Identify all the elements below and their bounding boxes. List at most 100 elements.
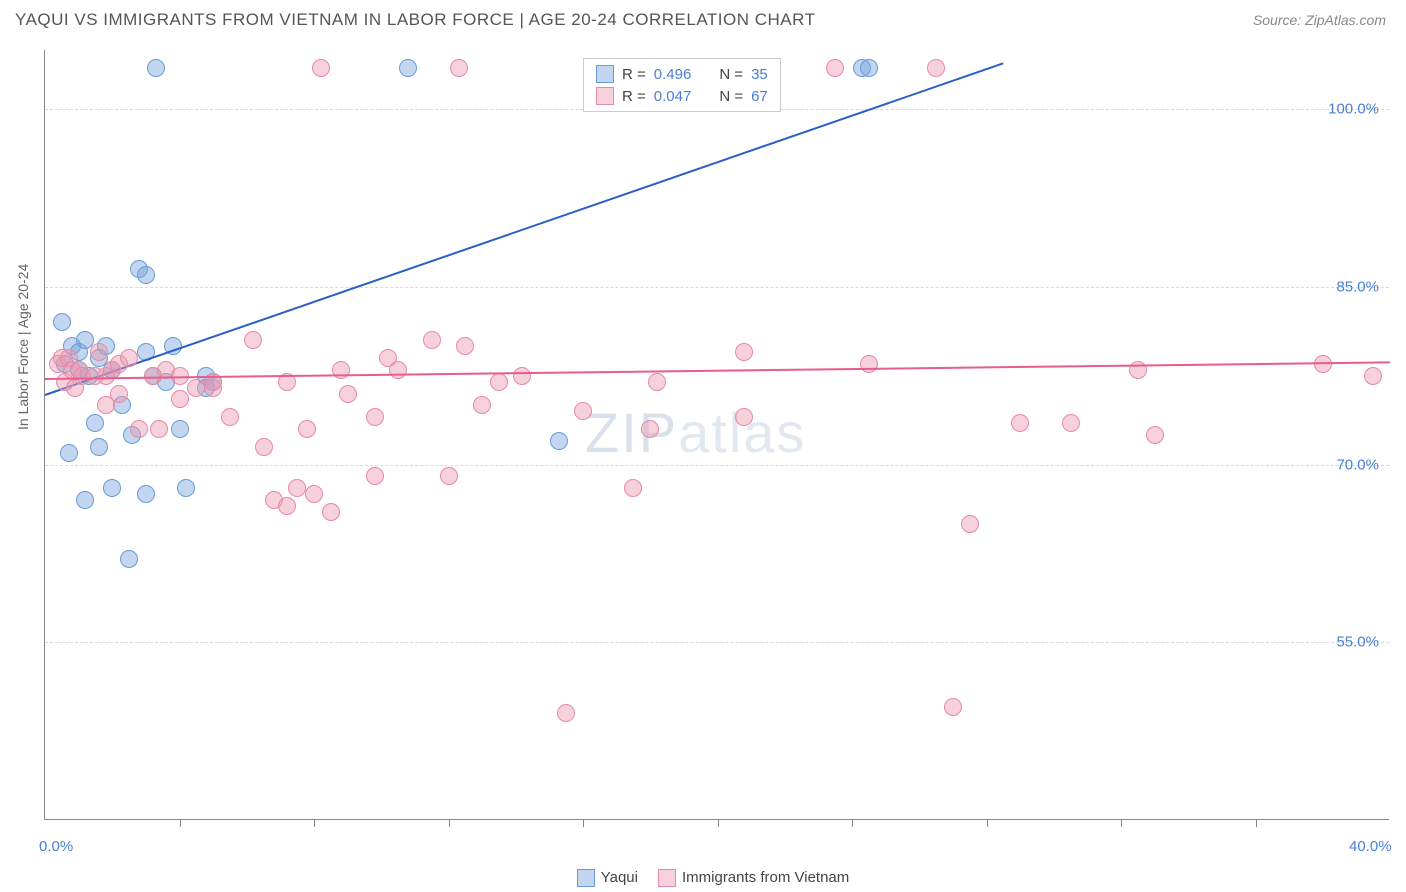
scatter-point (147, 59, 165, 77)
scatter-point (305, 485, 323, 503)
legend-swatch (596, 87, 614, 105)
scatter-point (177, 479, 195, 497)
y-tick-label: 85.0% (1336, 278, 1379, 295)
scatter-point (90, 343, 108, 361)
scatter-point (322, 503, 340, 521)
legend-swatch (658, 869, 676, 887)
scatter-point (150, 420, 168, 438)
watermark-bold: ZIP (585, 401, 678, 464)
n-value: 67 (751, 88, 768, 105)
scatter-point (927, 59, 945, 77)
x-tick (987, 819, 988, 827)
scatter-point (1364, 367, 1382, 385)
scatter-point (513, 367, 531, 385)
trend-line (45, 62, 1004, 396)
scatter-point (557, 704, 575, 722)
scatter-point (298, 420, 316, 438)
scatter-point (137, 485, 155, 503)
scatter-point (440, 467, 458, 485)
scatter-point (60, 444, 78, 462)
x-tick (314, 819, 315, 827)
scatter-point (450, 59, 468, 77)
scatter-point (456, 337, 474, 355)
scatter-point (278, 497, 296, 515)
legend-row: R = 0.047 N = 67 (596, 85, 768, 107)
x-tick (449, 819, 450, 827)
legend-row: R = 0.496 N = 35 (596, 63, 768, 85)
n-label: N = (719, 66, 743, 83)
scatter-point (366, 467, 384, 485)
scatter-point (53, 313, 71, 331)
r-value: 0.496 (654, 66, 692, 83)
r-label: R = (622, 66, 646, 83)
scatter-point (961, 515, 979, 533)
scatter-point (944, 698, 962, 716)
scatter-point (110, 385, 128, 403)
scatter-point (1146, 426, 1164, 444)
scatter-point (423, 331, 441, 349)
n-value: 35 (751, 66, 768, 83)
legend-swatch (577, 869, 595, 887)
scatter-point (826, 59, 844, 77)
x-tick (1121, 819, 1122, 827)
scatter-point (187, 379, 205, 397)
gridline (45, 642, 1389, 643)
scatter-point (735, 408, 753, 426)
scatter-point (312, 59, 330, 77)
x-tick-label: 0.0% (39, 838, 73, 855)
scatter-point (860, 355, 878, 373)
scatter-point (550, 432, 568, 450)
y-tick-label: 55.0% (1336, 634, 1379, 651)
scatter-point (137, 266, 155, 284)
chart-source: Source: ZipAtlas.com (1253, 12, 1386, 28)
scatter-point (366, 408, 384, 426)
legend-label: Yaqui (601, 869, 638, 886)
scatter-point (641, 420, 659, 438)
scatter-point (490, 373, 508, 391)
scatter-point (221, 408, 239, 426)
x-tick (852, 819, 853, 827)
scatter-point (130, 420, 148, 438)
scatter-point (120, 550, 138, 568)
legend-bottom: YaquiImmigrants from Vietnam (0, 869, 1406, 887)
legend-swatch (596, 65, 614, 83)
trend-line (45, 362, 1390, 381)
scatter-point (399, 59, 417, 77)
r-value: 0.047 (654, 88, 692, 105)
scatter-point (473, 396, 491, 414)
gridline (45, 287, 1389, 288)
scatter-point (244, 331, 262, 349)
x-tick (583, 819, 584, 827)
correlation-legend: R = 0.496 N = 35 R = 0.047 N = 67 (583, 58, 781, 112)
r-label: R = (622, 88, 646, 105)
scatter-point (339, 385, 357, 403)
chart-header: YAQUI VS IMMIGRANTS FROM VIETNAM IN LABO… (0, 0, 1406, 40)
scatter-point (86, 414, 104, 432)
scatter-point (1062, 414, 1080, 432)
scatter-point (574, 402, 592, 420)
watermark: ZIPatlas (585, 400, 806, 465)
scatter-point (860, 59, 878, 77)
y-axis-label: In Labor Force | Age 20-24 (15, 264, 31, 430)
scatter-point (171, 420, 189, 438)
scatter-point (735, 343, 753, 361)
scatter-point (624, 479, 642, 497)
n-label: N = (719, 88, 743, 105)
x-tick (718, 819, 719, 827)
scatter-point (90, 438, 108, 456)
scatter-point (76, 491, 94, 509)
scatter-plot: ZIPatlas 55.0% 70.0% 85.0% 100.0% R = 0.496 N … (44, 50, 1389, 820)
x-tick (1256, 819, 1257, 827)
scatter-point (1011, 414, 1029, 432)
scatter-point (288, 479, 306, 497)
y-tick-label: 100.0% (1328, 101, 1379, 118)
y-tick-label: 70.0% (1336, 456, 1379, 473)
chart-title: YAQUI VS IMMIGRANTS FROM VIETNAM IN LABO… (15, 10, 815, 30)
scatter-point (389, 361, 407, 379)
x-tick (180, 819, 181, 827)
x-tick-label: 40.0% (1349, 838, 1392, 855)
scatter-point (648, 373, 666, 391)
gridline (45, 465, 1389, 466)
scatter-point (103, 479, 121, 497)
scatter-point (255, 438, 273, 456)
